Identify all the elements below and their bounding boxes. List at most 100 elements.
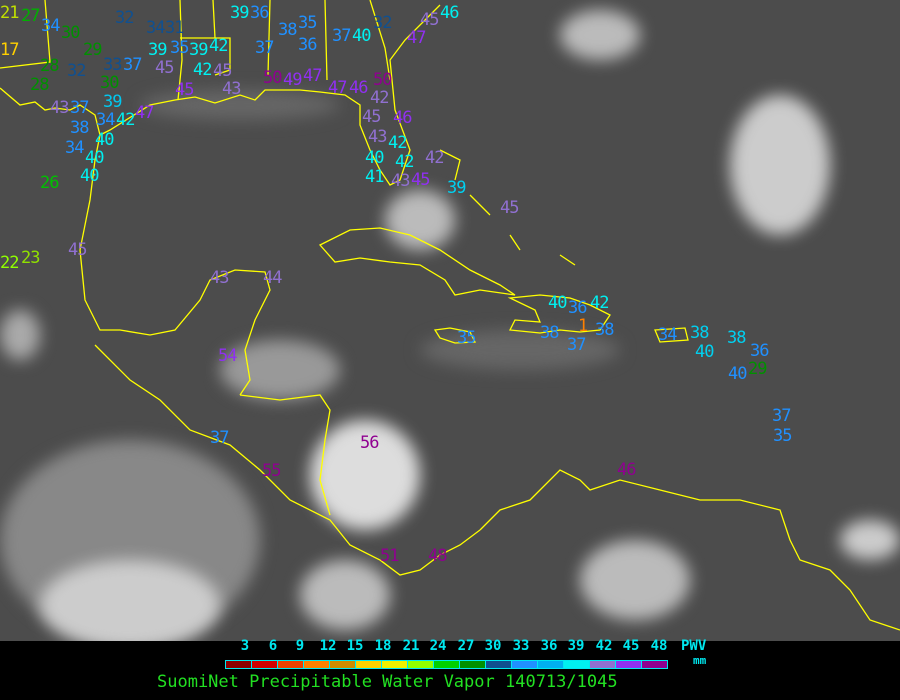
station-value: 42	[209, 36, 229, 56]
station-value: 46	[349, 78, 369, 98]
legend-tick-label: 39	[567, 638, 585, 654]
station-value: 40	[95, 130, 115, 150]
satellite-image: 21 27 34 30 17 29 28 32 28 33 37 30 39 43 37 34 38 40 42 47…	[0, 0, 900, 641]
south-america-coast	[479, 469, 900, 631]
legend-tick-label: 9	[295, 638, 305, 654]
station-value: 42	[116, 110, 136, 130]
station-value: 45	[213, 61, 233, 81]
station-value: 37	[210, 428, 230, 448]
legend-color-bar	[225, 660, 668, 669]
legend-color-swatch	[486, 661, 512, 668]
station-value: 43	[368, 127, 388, 147]
station-value: 34	[96, 110, 116, 130]
station-value: 54	[218, 346, 238, 366]
legend-color-swatch	[434, 661, 460, 668]
hispaniola	[507, 294, 611, 334]
station-value: 30	[100, 73, 120, 93]
legend-tick-label: 15	[346, 638, 364, 654]
station-value: 44	[263, 268, 283, 288]
station-value: 23	[21, 248, 41, 268]
station-value: 37	[772, 406, 792, 426]
legend-color-swatch	[278, 661, 304, 668]
station-value: 37	[332, 26, 352, 46]
jamaica	[433, 327, 477, 344]
legend-tick-label: 3	[240, 638, 250, 654]
station-value: 33	[103, 55, 123, 75]
legend-tick-label: 24	[429, 638, 447, 654]
station-value: 34	[146, 18, 166, 38]
station-value: 36	[568, 298, 588, 318]
station-value: 45	[420, 10, 440, 30]
station-value: 40	[80, 166, 100, 186]
legend-tick-label: 42	[595, 638, 613, 654]
station-value: 21	[0, 3, 20, 23]
station-value: 45	[500, 198, 520, 218]
station-value: 22	[0, 253, 20, 273]
station-value: 39	[447, 178, 467, 198]
legend-color-swatch	[304, 661, 330, 668]
legend-tick-label: 45	[622, 638, 640, 654]
station-value: 45	[68, 240, 88, 260]
station-value: 46	[440, 3, 460, 23]
station-value: 38	[690, 323, 710, 343]
gulf-coast	[0, 4, 441, 186]
station-value: 36	[750, 341, 770, 361]
station-value: 55	[262, 461, 282, 481]
legend-color-swatch	[226, 661, 252, 668]
station-value: 30	[61, 23, 81, 43]
legend-tick-label: 48	[650, 638, 668, 654]
station-value: 38	[727, 328, 747, 348]
legend-variable: PWV	[681, 638, 707, 654]
station-value: 32	[373, 13, 393, 33]
station-value: 40	[85, 148, 105, 168]
station-value: 1	[578, 316, 588, 336]
station-value: 50	[373, 70, 393, 90]
station-value: 28	[30, 75, 50, 95]
station-value: 41	[365, 167, 385, 187]
station-value: 40	[728, 364, 748, 384]
legend-color-swatch	[252, 661, 278, 668]
station-value: 38	[595, 320, 615, 340]
image-title: SuomiNet Precipitable Water Vapor 140713…	[157, 672, 618, 692]
station-value: 39	[103, 92, 123, 112]
legend-tick-label: 21	[402, 638, 420, 654]
station-value: 39	[148, 40, 168, 60]
station-value: 43	[391, 171, 411, 191]
cuba	[318, 227, 516, 296]
legend-tick-label: 6	[268, 638, 278, 654]
station-value: 39	[189, 40, 209, 60]
station-value: 34	[65, 138, 85, 158]
bahamas	[439, 149, 576, 266]
legend-color-swatch	[590, 661, 616, 668]
legend-tick-label: 33	[512, 638, 530, 654]
station-value: 38	[278, 20, 298, 40]
station-value: 42	[388, 133, 408, 153]
coastlines	[0, 0, 900, 631]
station-value: 51	[380, 546, 400, 566]
station-value: 29	[748, 359, 768, 379]
station-value: 42	[370, 88, 390, 108]
texas-mexico-coast	[79, 134, 271, 396]
legend-color-swatch	[616, 661, 642, 668]
legend-tick-label: 30	[484, 638, 502, 654]
station-value: 43	[222, 79, 242, 99]
station-value: 37	[70, 98, 90, 118]
station-value: 36	[298, 35, 318, 55]
station-value: 47	[328, 78, 348, 98]
station-value: 26	[40, 173, 60, 193]
station-value: 32	[115, 8, 135, 28]
legend-tick-label: 36	[540, 638, 558, 654]
station-value: 42	[395, 152, 415, 172]
station-value: 27	[21, 6, 41, 26]
station-value: 29	[83, 40, 103, 60]
station-value: 47	[135, 103, 155, 123]
legend-color-swatch	[408, 661, 434, 668]
station-value: 42	[425, 148, 445, 168]
legend-color-swatch	[538, 661, 564, 668]
central-america	[94, 344, 481, 576]
legend-color-swatch	[460, 661, 486, 668]
station-value: 45	[175, 80, 195, 100]
station-value: 47	[407, 28, 427, 48]
station-value: 46	[393, 108, 413, 128]
